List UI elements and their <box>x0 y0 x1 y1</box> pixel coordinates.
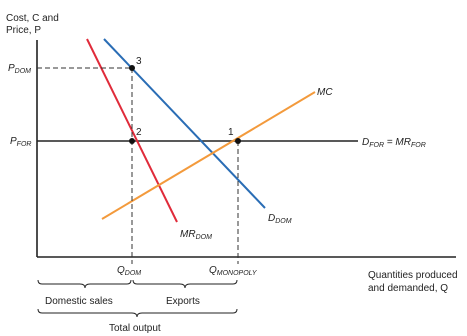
total-output-label: Total output <box>109 323 161 334</box>
mc-label: MC <box>317 87 333 98</box>
point-2-marker <box>129 138 135 144</box>
q-monopoly-tick-label: QMONOPOLY <box>209 265 258 277</box>
point-3-label: 3 <box>136 56 142 67</box>
total-output-brace <box>37 308 238 318</box>
x-axis-title-line2: and demanded, Q <box>368 283 448 294</box>
x-axis-title-line1: Quantities produced <box>368 270 458 281</box>
d-for-mr-for-label: DFOR = MRFOR <box>362 137 426 149</box>
domestic-sales-label: Domestic sales <box>45 296 113 307</box>
p-for-tick-label: PFOR <box>10 136 31 148</box>
mr-dom-label: MRDOM <box>180 229 212 241</box>
point-3-marker <box>129 65 135 71</box>
mc-curve <box>101 91 316 220</box>
p-dom-tick-label: PDOM <box>8 63 31 75</box>
exports-brace <box>132 279 238 289</box>
exports-label: Exports <box>166 296 200 307</box>
domestic-sales-brace <box>37 279 132 289</box>
point-1-marker <box>235 138 241 144</box>
q-dom-tick-label: QDOM <box>117 265 141 277</box>
d-dom-label: DDOM <box>268 213 292 225</box>
point-2-label: 2 <box>136 127 142 138</box>
mr-dom-curve <box>86 38 178 223</box>
y-axis-title-line2: Price, P <box>6 25 41 36</box>
y-axis-title-line1: Cost, C and <box>6 13 59 24</box>
point-1-label: 1 <box>228 127 234 138</box>
